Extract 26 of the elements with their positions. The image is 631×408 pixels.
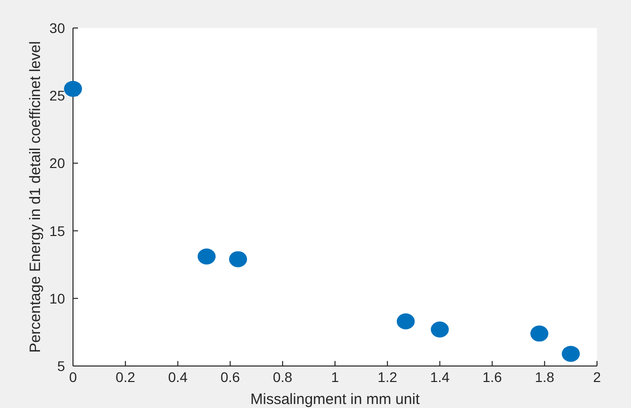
x-axis-title: Missalingment in mm unit <box>250 391 420 408</box>
y-tick-label: 25 <box>49 88 66 104</box>
point <box>64 80 82 97</box>
x-tick-label: 0.4 <box>168 369 188 385</box>
y-axis-title: Percentage Energy in d1 detail coefficinet level <box>27 41 44 353</box>
point <box>198 248 216 264</box>
x-tick-label: 1.4 <box>430 369 450 385</box>
x-tick-label: 0.6 <box>220 369 240 385</box>
x-tick-label: 0.2 <box>116 369 136 385</box>
y-tick-label: 10 <box>49 290 66 306</box>
point <box>530 326 548 342</box>
point <box>229 251 248 268</box>
x-tick-label: 1.6 <box>482 369 502 385</box>
x-tick-label: 0 <box>69 369 78 385</box>
y-tick-label: 30 <box>49 20 66 36</box>
x-tick-label: 1.2 <box>378 369 398 385</box>
point <box>562 346 580 362</box>
x-tick-label: 0.8 <box>272 369 293 385</box>
y-tick-label: 20 <box>49 155 66 172</box>
x-tick-label: 1 <box>331 369 340 385</box>
x-tick-label: 2 <box>593 369 602 385</box>
y-tick-label: 5 <box>57 358 66 374</box>
x-tick-label: 1.8 <box>534 369 555 385</box>
point <box>430 321 449 338</box>
point <box>396 313 415 330</box>
y-tick-label: 15 <box>49 222 66 239</box>
